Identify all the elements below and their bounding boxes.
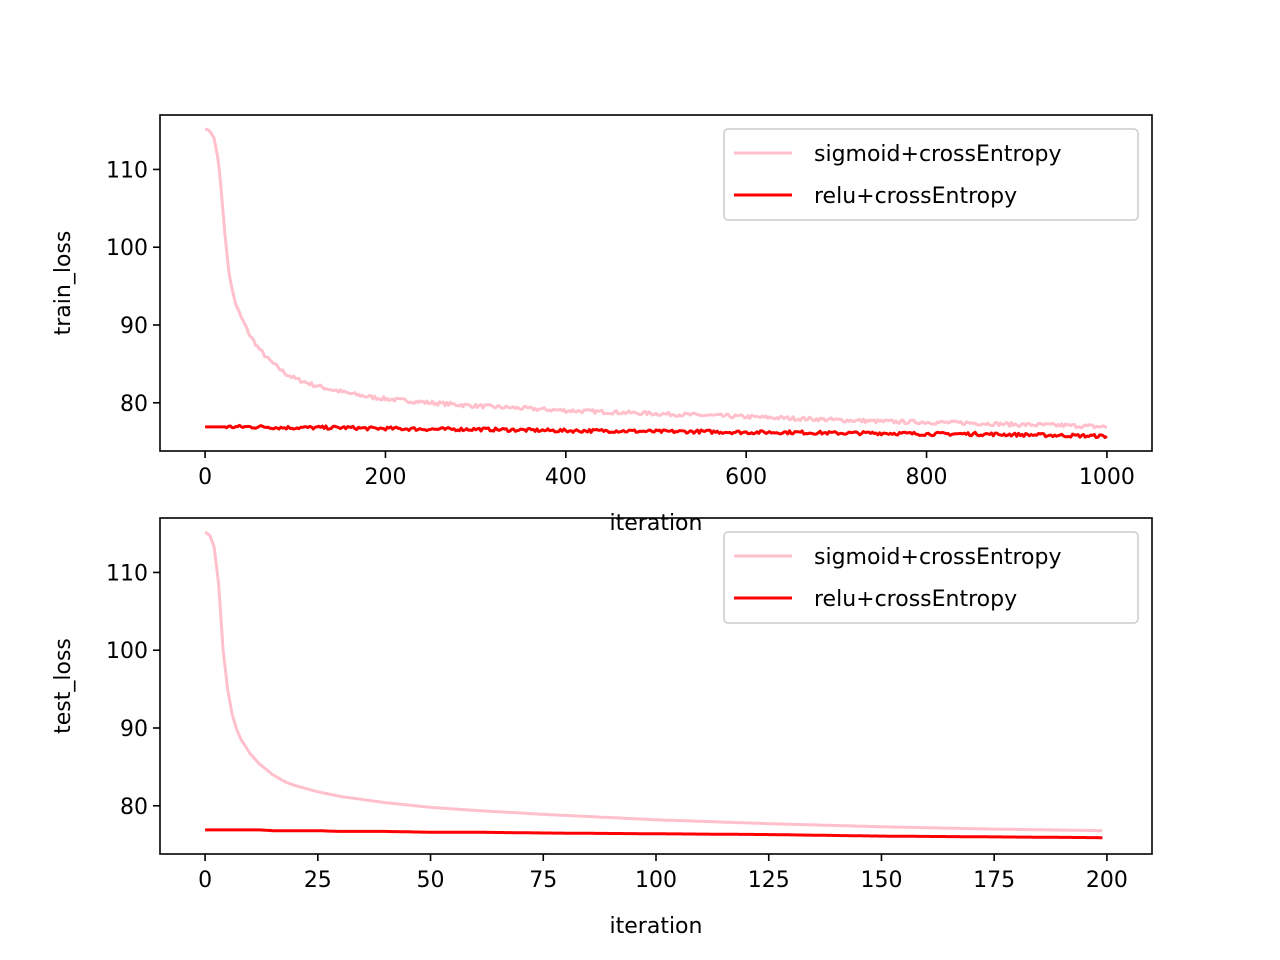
legend: sigmoid+crossEntropy relu+crossEntropy [723,531,1139,624]
series-line-relu [205,423,1108,440]
x-tick-label: 0 [198,868,212,893]
y-tick-label: 90 [120,717,148,742]
legend-label: sigmoid+crossEntropy [814,545,1061,570]
x-tick-label: 0 [198,465,212,490]
x-tick-label: 200 [1086,868,1128,893]
subplot-1: 0 200 400 600 800 1000 80 90 100 110 iteration trai… [51,114,1153,536]
x-tick-label: 75 [529,868,557,893]
subplot-2: 0 25 50 75 100 125 150 175 200 80 90 100 110 iteratio… [51,517,1153,939]
x-tick-label: 200 [364,465,406,490]
x-tick-label: 150 [860,868,902,893]
x-tick-label: 800 [906,465,948,490]
x-axis-label: iteration [610,511,703,536]
y-tick-label: 80 [120,392,148,417]
legend: sigmoid+crossEntropy relu+crossEntropy [723,128,1139,221]
axes-frame [159,114,1153,452]
series-line-sigmoid [204,530,1103,833]
x-tick-label: 50 [417,868,445,893]
x-tick-label: 175 [973,868,1015,893]
series-line-sigmoid [204,127,1108,430]
y-tick-label: 100 [106,639,148,664]
x-tick-label: 1000 [1079,465,1135,490]
x-tick-label: 25 [304,868,332,893]
legend-label: relu+crossEntropy [814,587,1017,612]
y-tick-label: 100 [106,236,148,261]
y-axis-label: train_loss [51,231,76,336]
y-tick-label: 80 [120,795,148,820]
x-tick-label: 100 [635,868,677,893]
legend-label: relu+crossEntropy [814,184,1017,209]
x-axis-label: iteration [610,914,703,939]
y-axis-label: test_loss [51,638,76,734]
y-tick-label: 110 [106,158,148,183]
y-tick-label: 110 [106,561,148,586]
x-tick-label: 400 [545,465,587,490]
x-tick-label: 600 [725,465,767,490]
x-tick-label: 125 [748,868,790,893]
series-line-relu [205,828,1103,840]
legend-label: sigmoid+crossEntropy [814,142,1061,167]
y-tick-label: 90 [120,314,148,339]
